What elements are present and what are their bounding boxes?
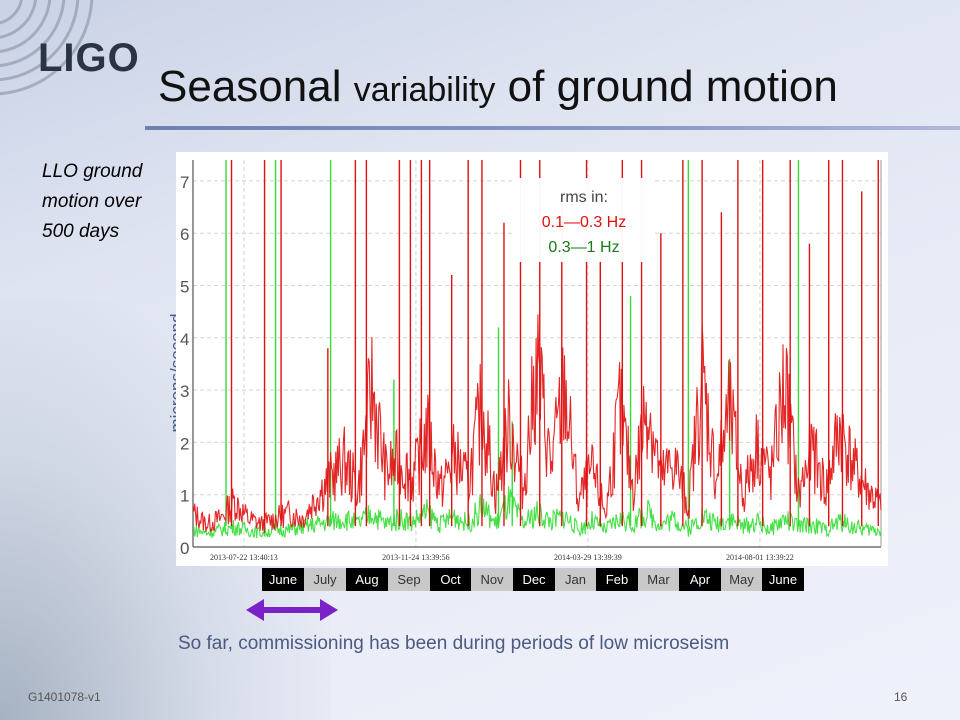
month-label-sep: Sep [388, 568, 430, 591]
x-tick-label: 2013-07-22 13:40:13 [210, 553, 278, 562]
series-line-low-band [192, 314, 882, 533]
document-id: G1401078-v1 [28, 690, 101, 704]
y-tick-label-6: 6 [180, 225, 189, 244]
month-label-june: June [262, 568, 304, 591]
ligo-logo-text: LIGO [38, 36, 140, 80]
y-tick-label-7: 7 [180, 173, 189, 192]
legend-box [514, 178, 654, 262]
month-label-mar: Mar [638, 568, 679, 591]
month-label-oct: Oct [430, 568, 471, 591]
page-number: 16 [894, 690, 908, 704]
month-label-may: May [721, 568, 762, 591]
title-part-3: of ground motion [495, 62, 838, 111]
x-tick-label: 2014-08-01 13:39:22 [726, 553, 794, 562]
y-tick-label-0: 0 [180, 539, 189, 558]
y-tick-label-1: 1 [180, 487, 189, 506]
month-label-jan: Jan [555, 568, 596, 591]
title-part-2: variability [353, 71, 496, 109]
y-tick-label-5: 5 [180, 278, 189, 297]
series-line-high-band [192, 486, 882, 539]
month-strip: June July Aug Sep Oct Nov Dec Jan Feb Mar Apr May Ju… [262, 568, 804, 591]
month-label-apr: Apr [679, 568, 721, 591]
month-label-feb: Feb [596, 568, 638, 591]
title-part-1: Seasonal [158, 62, 354, 111]
y-tick-label-2: 2 [180, 434, 189, 453]
month-label-june: June [762, 568, 804, 591]
month-label-nov: Nov [471, 568, 513, 591]
legend-entry-high-band: 0.3—1 Hz [548, 239, 619, 256]
slide-title: Seasonal variability of ground motion [158, 62, 838, 112]
month-label-july: July [304, 568, 346, 591]
month-label-aug: Aug [346, 568, 388, 591]
legend-heading: rms in: [560, 189, 608, 206]
caption: So far, commissioning has been during pe… [178, 633, 730, 654]
title-rule [145, 126, 960, 130]
side-description: LLO ground motion over 500 days [42, 161, 143, 242]
month-label-dec: Dec [513, 568, 555, 591]
legend-entry-low-band: 0.1—0.3 Hz [542, 214, 626, 231]
x-tick-label: 2014-03-29 13:39:39 [554, 553, 622, 562]
x-tick-label: 2013-11-24 13:39:56 [382, 553, 449, 562]
y-tick-label-3: 3 [180, 382, 189, 401]
y-tick-label-4: 4 [180, 330, 189, 349]
double-arrow-icon [246, 599, 338, 621]
ground-motion-chart: 0 1 2 3 4 5 6 7 2013-07-22 13:40:13 2013-11-24 13… [180, 160, 882, 562]
